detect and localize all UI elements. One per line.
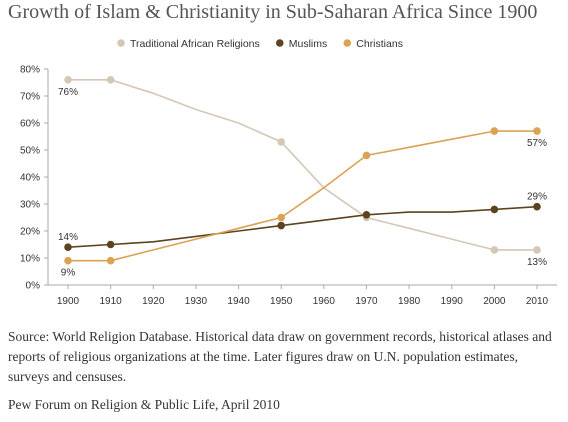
data-label: 57% xyxy=(527,138,547,149)
x-tick-label: 1940 xyxy=(227,296,250,307)
y-tick-label: 50% xyxy=(20,146,40,157)
data-point xyxy=(277,221,285,230)
legend-label: Muslims xyxy=(289,38,328,50)
series-layer xyxy=(64,76,541,265)
y-tick-label: 40% xyxy=(20,173,40,184)
data-point xyxy=(64,243,72,251)
legend-swatch-icon xyxy=(343,39,352,47)
y-tick-label: 60% xyxy=(20,119,40,130)
data-label: 9% xyxy=(61,268,76,279)
y-tick-label: 80% xyxy=(20,65,40,76)
x-tick-label: 1950 xyxy=(270,296,293,307)
chart-axes: 0% 10% 20% 30% 40% 50% 60% 70% 80% 1900 1910 1920 19… xyxy=(20,65,557,307)
data-point xyxy=(533,246,541,254)
data-point xyxy=(533,127,541,135)
x-tick-label: 1920 xyxy=(142,296,165,307)
legend-swatch-icon xyxy=(275,39,284,47)
y-tick-label: 30% xyxy=(20,200,40,211)
x-tick-label: 2000 xyxy=(483,296,506,307)
data-point xyxy=(490,127,499,135)
data-point xyxy=(106,240,115,249)
data-point xyxy=(277,213,285,222)
y-tick-label: 0% xyxy=(26,281,41,292)
y-tick-label: 10% xyxy=(20,254,40,265)
legend: Traditional African Religions Muslims Chri… xyxy=(117,38,403,50)
x-tick-label: 1910 xyxy=(100,296,123,307)
data-point xyxy=(106,256,115,265)
data-labels: 76% 14% 9% 57% 29% 13% xyxy=(58,87,547,279)
data-point xyxy=(490,246,499,254)
x-tick-label: 1980 xyxy=(398,296,421,307)
series-line xyxy=(68,130,537,262)
data-point xyxy=(64,76,72,84)
x-tick-label: 1960 xyxy=(313,296,336,307)
data-point xyxy=(64,256,72,265)
data-point xyxy=(277,138,285,146)
x-tick-label: 1930 xyxy=(185,296,208,307)
series-line xyxy=(67,205,538,248)
data-point xyxy=(533,202,541,211)
data-label: 29% xyxy=(527,192,547,203)
data-point xyxy=(362,211,371,219)
credit-note: Pew Forum on Religion & Public Life, Apr… xyxy=(8,397,280,412)
data-point xyxy=(490,205,499,214)
line-chart: Traditional African Religions Muslims Chri… xyxy=(20,38,557,307)
data-label: 13% xyxy=(527,257,547,268)
data-point xyxy=(362,151,371,160)
x-tick-label: 1900 xyxy=(57,296,80,307)
source-note: Source: World Religion Database. Histori… xyxy=(8,329,552,384)
y-tick-label: 70% xyxy=(20,92,40,103)
legend-label: Christians xyxy=(356,38,403,50)
chart-title: Growth of Islam & Christianity in Sub-Sa… xyxy=(8,1,538,23)
data-label: 14% xyxy=(58,232,78,243)
series-line xyxy=(68,79,537,251)
data-label: 76% xyxy=(58,87,78,98)
x-tick-label: 2010 xyxy=(526,296,549,307)
y-tick-label: 20% xyxy=(20,227,40,238)
x-tick-label: 1970 xyxy=(355,296,378,307)
legend-swatch-icon xyxy=(117,39,125,47)
legend-label: Traditional African Religions xyxy=(130,38,260,50)
x-tick-label: 1990 xyxy=(441,296,464,307)
data-point xyxy=(106,76,115,84)
